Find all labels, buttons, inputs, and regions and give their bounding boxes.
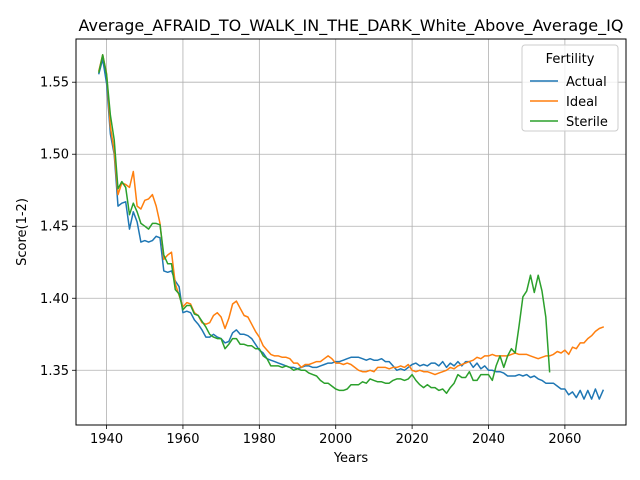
- legend-box: [521, 44, 619, 132]
- y-tick-label: 1.35: [40, 364, 69, 379]
- series-line-actual: [97, 58, 605, 400]
- legend-label-actual: Actual: [566, 75, 607, 90]
- legend-label-sterile: Sterile: [566, 115, 608, 130]
- x-tick-label: 1980: [243, 432, 276, 447]
- plot-frame: [75, 38, 627, 426]
- y-tick-label: 1.45: [40, 220, 69, 235]
- x-tick-label: 2000: [319, 432, 352, 447]
- legend-title: Fertility: [546, 52, 595, 67]
- x-tick-label: 1940: [90, 432, 123, 447]
- chart-title: Average_AFRAID_TO_WALK_IN_THE_DARK_White…: [79, 16, 624, 36]
- legend: Fertility Actual Ideal Sterile: [521, 44, 619, 132]
- series-line-sterile: [98, 54, 551, 395]
- y-tick-label: 1.50: [40, 148, 69, 163]
- x-tick-label: 2060: [548, 432, 581, 447]
- y-axis: 1.35 1.40 1.45 1.50 1.55: [40, 76, 76, 379]
- x-axis: 1940 1960 1980 2000 2020 2040 2060: [90, 425, 581, 447]
- x-tick-label: 1960: [166, 432, 199, 447]
- legend-label-ideal: Ideal: [566, 95, 598, 110]
- x-tick-label: 2040: [472, 432, 505, 447]
- y-tick-label: 1.40: [40, 292, 69, 307]
- x-tick-label: 2020: [396, 432, 429, 447]
- y-tick-label: 1.55: [40, 76, 69, 91]
- y-axis-label: Score(1-2): [15, 198, 30, 266]
- series-lines: [97, 54, 605, 400]
- x-axis-label: Years: [333, 451, 369, 466]
- grid: [76, 39, 626, 425]
